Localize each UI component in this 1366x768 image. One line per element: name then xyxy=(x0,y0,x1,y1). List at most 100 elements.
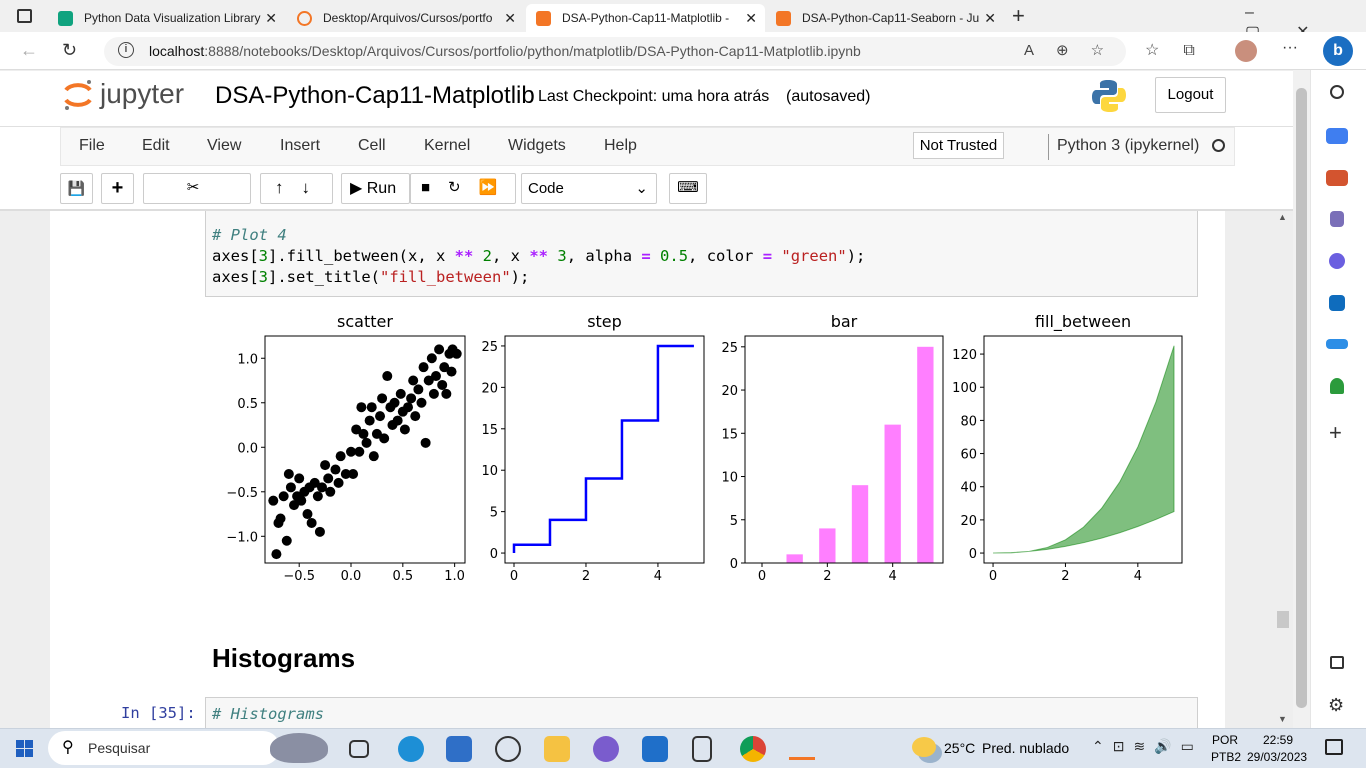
x-tick-label: 0 xyxy=(510,569,518,584)
sidebar-tree[interactable] xyxy=(1330,378,1344,394)
menu-item[interactable]: Widgets xyxy=(508,137,566,154)
app-jupyter[interactable] xyxy=(789,738,815,760)
app-notes[interactable] xyxy=(692,736,712,762)
reload-button[interactable]: ↻ xyxy=(62,40,78,60)
bing-button[interactable]: b xyxy=(1323,36,1353,66)
run-button[interactable]: ▶ Run xyxy=(341,173,410,204)
notifications[interactable] xyxy=(1325,739,1343,755)
search-placeholder: Pesquisar xyxy=(88,740,151,756)
browser-actions[interactable]: ☆⧉ xyxy=(1145,42,1219,59)
sidebar-toggle[interactable] xyxy=(1330,656,1344,669)
scatter-point xyxy=(306,517,317,528)
tab[interactable]: Python Data Visualization Library ✕ xyxy=(48,4,285,32)
start-button[interactable] xyxy=(16,740,33,757)
app-copilot[interactable] xyxy=(593,736,619,762)
weather-temp[interactable]: 25°C xyxy=(944,740,976,756)
url-actions[interactable]: A⊕☆ xyxy=(1024,42,1127,59)
tab-active[interactable]: DSA-Python-Cap11-Matplotlib - ✕ xyxy=(526,4,765,32)
keyboard-layout[interactable]: PTB2 xyxy=(1211,750,1242,764)
sidebar-search[interactable] xyxy=(1330,85,1344,99)
cell-type-select[interactable]: Code ⌄ xyxy=(521,173,657,204)
x-tick-label: 0 xyxy=(758,569,766,584)
scatter-point xyxy=(437,379,448,390)
keyboard-button[interactable]: ⌨ xyxy=(669,173,707,204)
insert-button[interactable]: + xyxy=(101,173,134,204)
app-dell[interactable] xyxy=(495,736,521,762)
logout-button[interactable]: Logout xyxy=(1155,77,1226,113)
y-tick-label: 5 xyxy=(490,506,498,521)
app-store[interactable] xyxy=(446,736,472,762)
sidebar-office[interactable] xyxy=(1329,253,1345,269)
menu-item[interactable]: Help xyxy=(604,137,637,154)
taskbar-search[interactable] xyxy=(48,731,280,765)
scatter-point xyxy=(296,495,307,506)
code-cell[interactable]: # Plot 4 axes[3].fill_between(x, x ** 2, … xyxy=(205,211,1198,297)
scroll-down[interactable]: ▼ xyxy=(1278,714,1287,724)
site-info[interactable]: i xyxy=(118,42,134,58)
sidebar-add[interactable]: + xyxy=(1329,420,1342,445)
notebook-scroll-thumb[interactable] xyxy=(1277,611,1289,628)
tab[interactable]: DSA-Python-Cap11-Seaborn - Ju ✕ xyxy=(766,4,1004,32)
header-shadow xyxy=(0,209,1293,211)
menu-item[interactable]: File xyxy=(79,137,105,154)
trust-button[interactable]: Not Trusted xyxy=(913,132,1004,159)
task-view[interactable] xyxy=(349,740,369,758)
scrollbar-thumb[interactable] xyxy=(1296,88,1307,708)
url: localhost:8888/notebooks/Desktop/Arquivo… xyxy=(149,43,861,59)
code-cell[interactable]: # Histograms xyxy=(205,697,1198,728)
chart-title: bar xyxy=(831,312,858,331)
scatter-point xyxy=(423,375,434,386)
app-mail[interactable] xyxy=(642,736,668,762)
weather-desc[interactable]: Pred. nublado xyxy=(982,740,1070,756)
clock-date[interactable]: 29/03/2023 xyxy=(1247,750,1308,764)
edit-buttons[interactable]: ✂⧉▤ xyxy=(143,173,251,224)
sidebar-outlook[interactable] xyxy=(1329,295,1345,311)
new-tab[interactable]: + xyxy=(1012,3,1025,28)
app-edge[interactable] xyxy=(398,736,424,762)
save-button[interactable]: 💾 xyxy=(60,173,93,204)
sidebar-games[interactable] xyxy=(1330,211,1344,227)
notebook-title[interactable]: DSA-Python-Cap11-Matplotlib xyxy=(215,82,535,109)
scatter-point xyxy=(294,473,305,484)
menu-item[interactable]: Cell xyxy=(358,137,386,154)
scatter-point xyxy=(348,468,359,479)
bar xyxy=(819,528,836,563)
scatter-point xyxy=(377,393,388,404)
scatter-point xyxy=(368,451,379,462)
scroll-up[interactable]: ▲ xyxy=(1278,212,1287,222)
menu-item[interactable]: Insert xyxy=(280,137,321,154)
sidebar-settings[interactable]: ⚙ xyxy=(1328,695,1345,715)
bar xyxy=(884,424,901,563)
tray-icons[interactable]: ⌃⊡≋🔊▭ xyxy=(1092,738,1203,754)
more-menu[interactable]: ··· xyxy=(1282,39,1298,56)
scatter-point xyxy=(346,446,357,457)
profile[interactable] xyxy=(1235,40,1257,62)
scatter-point xyxy=(356,402,367,413)
separator xyxy=(1048,134,1049,160)
kernel-buttons[interactable]: ■↻⏩ xyxy=(410,173,516,204)
sidebar-shopping[interactable] xyxy=(1326,128,1348,144)
menu-item[interactable]: Edit xyxy=(142,137,170,154)
python-logo xyxy=(1092,80,1126,112)
scatter-point xyxy=(354,446,365,457)
sidebar-send[interactable] xyxy=(1326,339,1348,349)
app-explorer[interactable] xyxy=(544,736,570,762)
url-bar[interactable] xyxy=(104,37,1126,66)
sidebar-tools[interactable] xyxy=(1326,170,1348,186)
tab-actions[interactable] xyxy=(17,9,32,23)
scatter-point xyxy=(285,482,296,493)
tab[interactable]: Desktop/Arquivos/Cursos/portfo ✕ xyxy=(287,4,524,32)
clock-time[interactable]: 22:59 xyxy=(1263,733,1294,747)
back-button[interactable]: ← xyxy=(20,40,38,60)
move-buttons[interactable]: ↑↓ xyxy=(260,173,333,204)
scatter-point xyxy=(430,371,441,382)
menu-item[interactable]: Kernel xyxy=(424,137,471,154)
search-highlight-image xyxy=(270,733,328,763)
menu-item[interactable]: View xyxy=(207,137,242,154)
scatter-point xyxy=(271,549,282,560)
y-tick-label: 15 xyxy=(721,427,738,442)
app-chrome[interactable] xyxy=(740,736,766,762)
jupyter-logo[interactable]: jupyter xyxy=(100,78,185,109)
keyboard-lang[interactable]: POR xyxy=(1212,733,1239,747)
